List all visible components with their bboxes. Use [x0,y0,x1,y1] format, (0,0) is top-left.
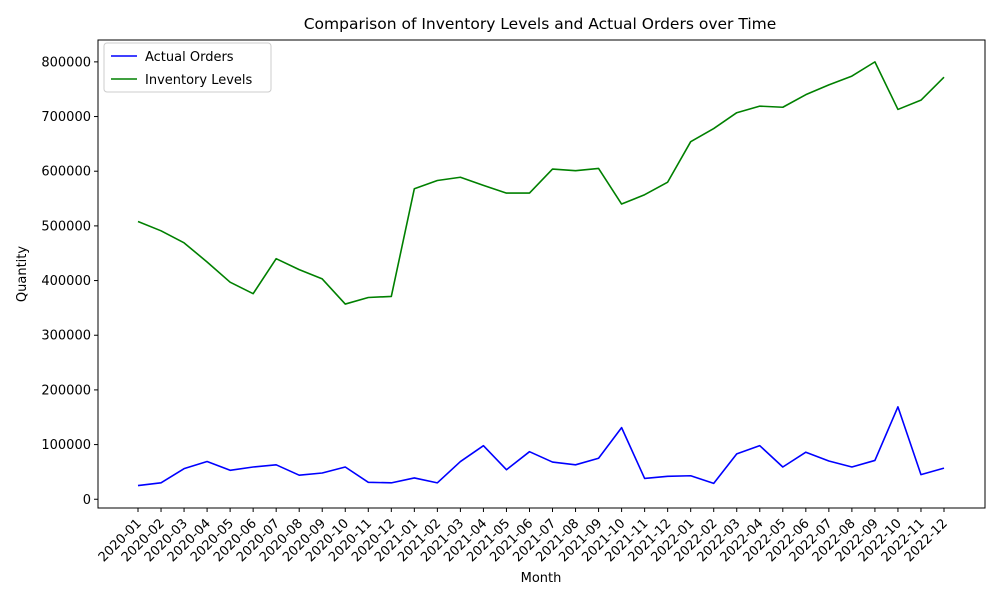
y-tick-label: 700000 [41,110,91,125]
y-tick-label: 100000 [41,438,91,453]
series-line-actual-orders [137,406,945,487]
y-tick-label: 300000 [41,329,91,344]
series-line-inventory-levels [137,61,945,305]
y-tick-label: 600000 [41,165,91,180]
y-tick-label: 500000 [41,219,91,234]
y-axis: 0 100000 200000 300000 400000 500000 600000 700… [41,55,98,508]
y-tick-label: 800000 [41,55,91,70]
y-tick-label: 0 [83,493,91,508]
chart-title: Comparison of Inventory Levels and Actua… [304,15,777,33]
x-axis-title: Month [521,571,562,586]
x-axis: 2020-012020-022020-032020-042020-052020-… [96,508,951,565]
legend-label-actual-orders: Actual Orders [145,50,234,65]
y-axis-title: Quantity [15,246,30,302]
plot-lines [137,61,945,487]
y-tick-label: 200000 [41,383,91,398]
plot-area-frame [97,39,986,509]
legend-box [103,42,272,93]
y-tick-label: 400000 [41,274,91,289]
legend-label-inventory-levels: Inventory Levels [145,73,253,88]
legend: Actual Orders Inventory Levels [103,42,272,93]
